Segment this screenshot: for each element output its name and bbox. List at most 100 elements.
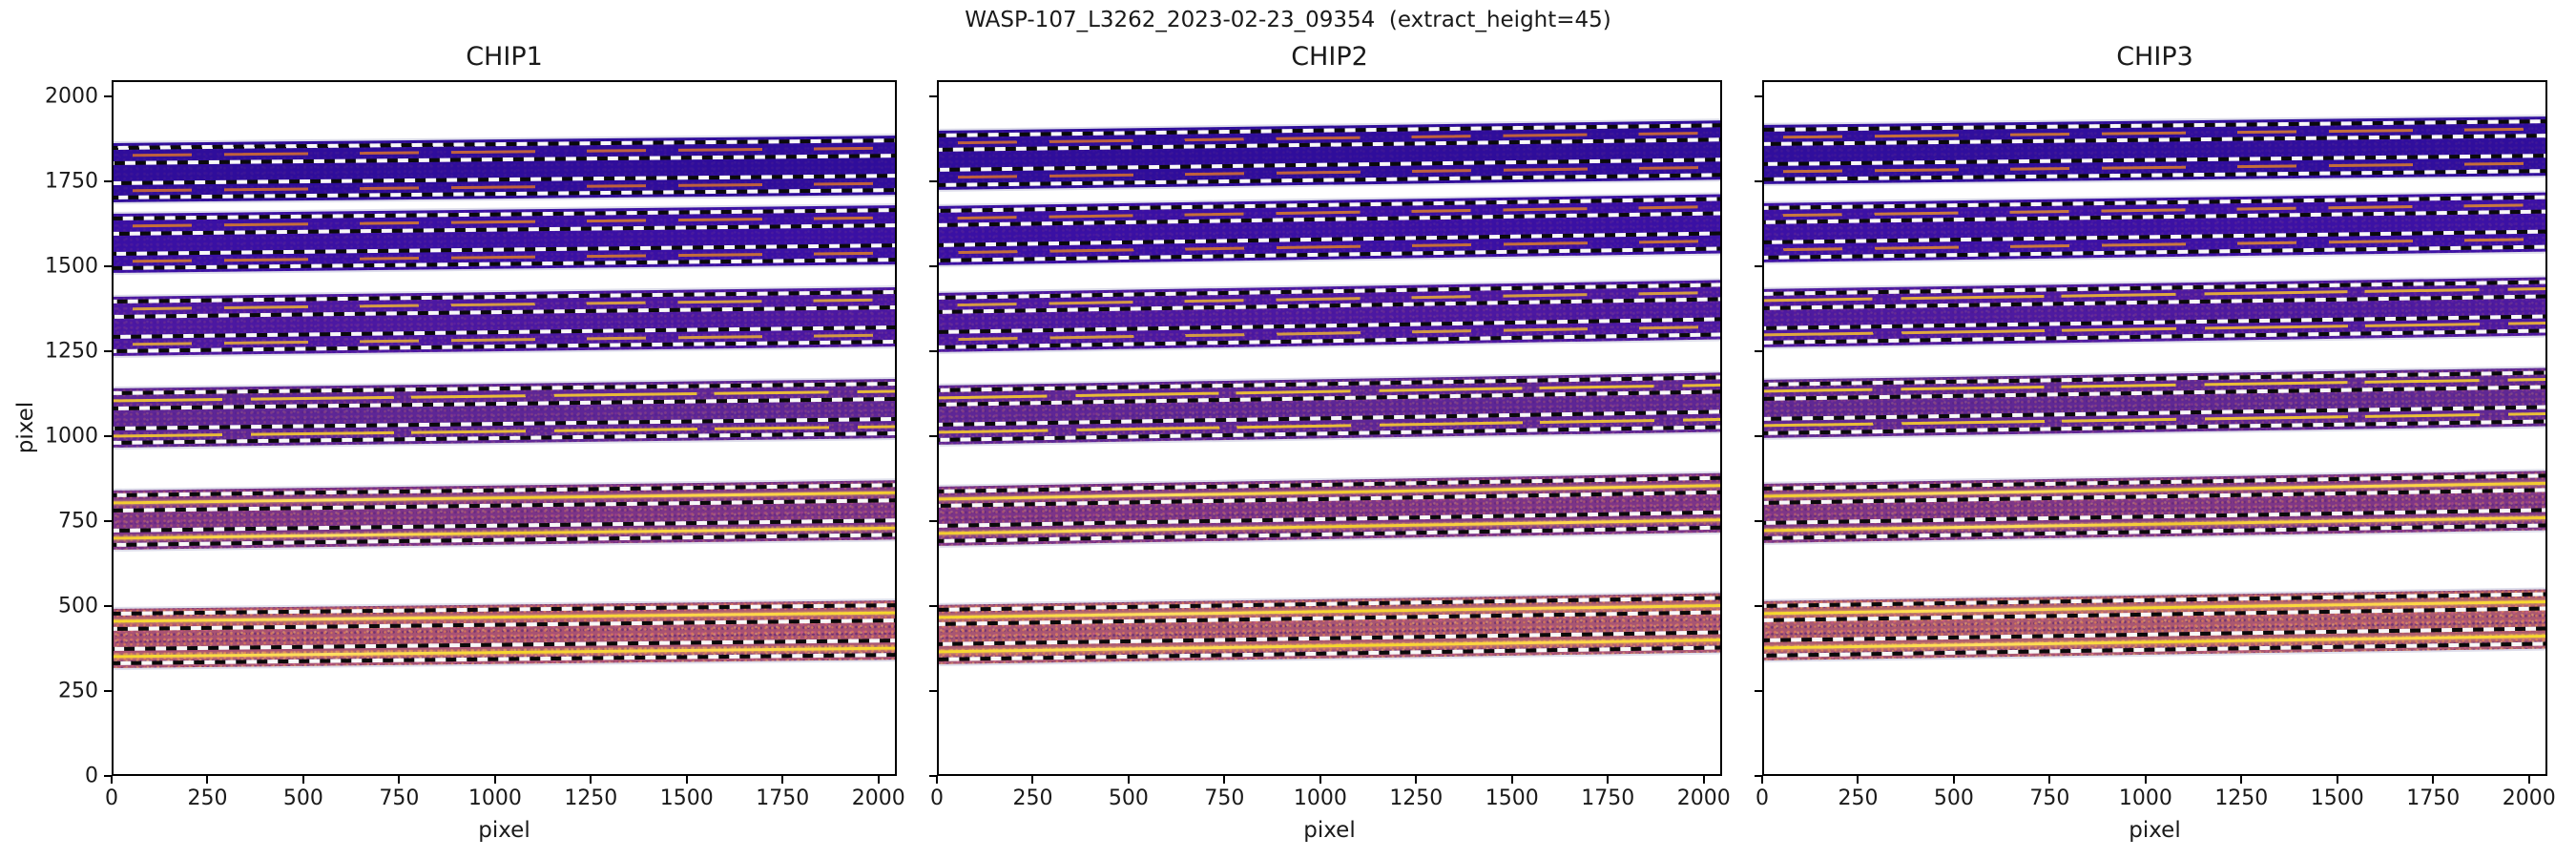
y-tick-label: 500 xyxy=(58,594,98,618)
order-band xyxy=(939,372,1720,445)
order-band xyxy=(114,205,895,274)
plot-area xyxy=(937,80,1722,776)
x-tick-mark xyxy=(1761,776,1763,784)
x-tick-label: 250 xyxy=(1838,786,1879,810)
x-tick-label: 2000 xyxy=(2502,786,2556,810)
y-tick-mark xyxy=(1755,180,1762,183)
x-axis-label: pixel xyxy=(478,818,530,843)
y-tick-mark xyxy=(1755,520,1762,523)
x-tick-mark xyxy=(1031,776,1034,784)
x-tick-mark xyxy=(1415,776,1418,784)
y-tick-mark xyxy=(104,95,112,98)
y-tick-mark xyxy=(104,350,112,353)
x-tick-label: 1250 xyxy=(564,786,618,810)
x-tick-label: 750 xyxy=(379,786,420,810)
x-tick-label: 2000 xyxy=(1676,786,1731,810)
subplot-chip2: CHIP2 0 250 500 750 1000 1250 1500 1750 2000 pixel xyxy=(929,0,1731,859)
x-tick-label: 1500 xyxy=(1485,786,1539,810)
order-band xyxy=(1764,470,2545,543)
x-tick-label: 500 xyxy=(1933,786,1974,810)
x-tick-mark xyxy=(2048,776,2051,784)
x-tick-label: 1500 xyxy=(659,786,714,810)
y-tick-mark xyxy=(104,605,112,608)
y-tick-mark xyxy=(104,180,112,183)
y-tick-label: 1500 xyxy=(45,254,98,279)
y-tick-mark xyxy=(104,435,112,438)
x-tick-mark xyxy=(206,776,209,784)
y-tick-mark xyxy=(104,265,112,268)
y-tick-mark xyxy=(929,180,937,183)
order-band xyxy=(939,194,1720,266)
x-tick-label: 1250 xyxy=(2214,786,2269,810)
x-tick-mark xyxy=(936,776,938,784)
y-tick-mark xyxy=(929,265,937,268)
x-tick-mark xyxy=(877,776,880,784)
x-tick-label: 1000 xyxy=(467,786,522,810)
y-tick-mark xyxy=(929,350,937,353)
x-tick-label: 250 xyxy=(187,786,228,810)
x-tick-mark xyxy=(781,776,784,784)
y-tick-mark xyxy=(929,520,937,523)
x-axis-label: pixel xyxy=(2129,818,2181,843)
x-tick-mark xyxy=(1702,776,1705,784)
order-band xyxy=(939,279,1720,352)
subplot-title: CHIP2 xyxy=(1291,42,1368,72)
y-tick-mark xyxy=(929,775,937,777)
x-tick-mark xyxy=(1127,776,1130,784)
y-tick-mark xyxy=(104,775,112,777)
x-tick-label: 1000 xyxy=(1293,786,1347,810)
subplot-chip1: CHIP1 0 250 500 750 1000 1250 1500 1750 2000 0 250 5… xyxy=(45,0,905,859)
x-tick-label: 1750 xyxy=(756,786,810,810)
x-tick-mark xyxy=(2144,776,2147,784)
y-tick-label: 750 xyxy=(58,509,98,534)
subplot-title: CHIP1 xyxy=(466,42,543,72)
x-tick-label: 500 xyxy=(1108,786,1149,810)
y-tick-mark xyxy=(1755,690,1762,692)
x-axis-label: pixel xyxy=(1303,818,1356,843)
y-axis-label: pixel xyxy=(13,401,38,454)
order-band xyxy=(114,287,895,357)
x-tick-label: 1750 xyxy=(1581,786,1635,810)
x-tick-label: 0 xyxy=(1755,786,1769,810)
y-tick-mark xyxy=(1755,605,1762,608)
y-tick-mark xyxy=(1755,95,1762,98)
x-tick-label: 2000 xyxy=(851,786,905,810)
y-tick-mark xyxy=(929,435,937,438)
order-band xyxy=(939,119,1720,190)
x-tick-mark xyxy=(111,776,113,784)
x-tick-mark xyxy=(685,776,688,784)
order-band xyxy=(114,480,895,551)
y-tick-label: 0 xyxy=(85,764,98,788)
y-tick-label: 250 xyxy=(58,679,98,703)
x-tick-label: 750 xyxy=(2029,786,2070,810)
subplot-title: CHIP3 xyxy=(2116,42,2193,72)
plot-area xyxy=(112,80,897,776)
x-tick-label: 0 xyxy=(930,786,944,810)
order-band xyxy=(114,600,895,669)
order-band xyxy=(1764,192,2545,262)
x-tick-mark xyxy=(1952,776,1955,784)
y-tick-label: 2000 xyxy=(45,84,98,109)
figure-title: WASP-107_L3262_2023-02-23_09354 (extract… xyxy=(965,8,1611,32)
x-tick-mark xyxy=(493,776,496,784)
x-tick-mark xyxy=(2527,776,2530,784)
x-tick-label: 250 xyxy=(1012,786,1053,810)
order-band xyxy=(1764,589,2545,661)
y-tick-mark xyxy=(929,605,937,608)
x-tick-mark xyxy=(590,776,592,784)
x-tick-label: 1250 xyxy=(1389,786,1444,810)
x-tick-label: 1000 xyxy=(2118,786,2172,810)
y-tick-mark xyxy=(104,520,112,523)
y-tick-mark xyxy=(1755,265,1762,268)
y-tick-label: 1750 xyxy=(45,169,98,194)
plot-area xyxy=(1762,80,2547,776)
x-tick-mark xyxy=(1319,776,1321,784)
subplot-chip3: CHIP3 0 250 500 750 1000 1250 1500 1750 2000 pixel xyxy=(1755,0,2556,859)
x-tick-mark xyxy=(2336,776,2338,784)
y-tick-label: 1000 xyxy=(45,424,98,449)
order-band xyxy=(1764,116,2545,185)
order-band xyxy=(939,472,1720,547)
x-tick-mark xyxy=(2240,776,2243,784)
x-tick-label: 500 xyxy=(282,786,323,810)
